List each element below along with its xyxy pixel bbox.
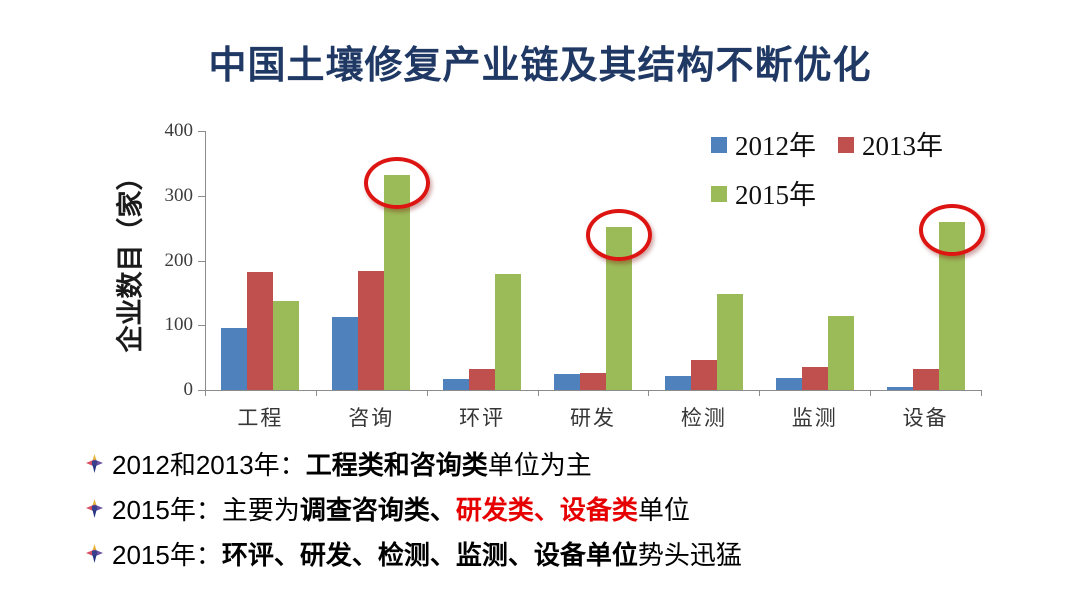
bar-工程-2015年	[273, 301, 300, 390]
legend-label: 2012年	[735, 131, 816, 161]
bar-环评-2015年	[495, 274, 522, 390]
x-tick	[759, 390, 761, 396]
page-title: 中国土壤修复产业链及其结构不断优化	[208, 45, 872, 87]
legend-swatch-2012年	[711, 136, 727, 153]
bullet-item: 2015年： 环评、研发、检测、监测、设备单位 势头迅猛	[86, 531, 742, 576]
y-axis-line	[205, 131, 206, 391]
y-tick	[198, 390, 205, 391]
bar-环评-2013年	[469, 369, 496, 390]
bar-咨询-2015年	[384, 175, 411, 390]
bullet-segment: 2015年：	[112, 540, 222, 570]
bar-工程-2012年	[221, 328, 248, 390]
bullet-segment: 环评、研发、检测、监测、设备单位	[221, 540, 638, 570]
highlight-circle-设备	[918, 204, 985, 257]
legend-swatch-2013年	[838, 136, 854, 153]
legend-label: 2015年	[735, 180, 816, 210]
bullet-segment: 2015年：主要为	[112, 495, 300, 525]
bullet-segment: 2012和2013年：	[112, 450, 306, 480]
bar-监测-2015年	[827, 316, 854, 390]
bullet-item: 2015年：主要为 调查咨询类、 研发类、设备类 单位	[86, 486, 742, 531]
legend-swatch-2015年	[711, 185, 727, 202]
bar-咨询-2012年	[332, 316, 359, 390]
highlight-circle-研发	[586, 209, 652, 262]
bullet-segment: 调查咨询类、	[299, 495, 456, 525]
bar-监测-2012年	[775, 378, 802, 390]
legend-item-2015年: 2015年	[711, 173, 816, 212]
bullet-list: 2012和2013年： 工程类和咨询类 单位为主 2015年：主要为 调查咨询类、 研发类…	[86, 441, 742, 576]
y-tick	[198, 131, 205, 132]
x-tick	[981, 390, 982, 396]
y-tick-label: 100	[164, 314, 194, 336]
y-tick	[198, 260, 205, 262]
bullet-segment: 单位为主	[487, 450, 592, 480]
star-bullet-icon	[86, 499, 103, 518]
y-tick-label: 0	[183, 379, 194, 400]
legend-row: 2015年	[711, 173, 943, 212]
x-tick	[426, 390, 428, 396]
x-category-label: 研发	[570, 407, 616, 430]
bullet-item: 2012和2013年： 工程类和咨询类 单位为主	[86, 441, 742, 486]
bar-咨询-2013年	[358, 270, 385, 390]
legend-row: 2012年 2013年	[711, 124, 943, 163]
x-category-label: 环评	[459, 407, 506, 430]
chart-legend: 2012年 2013年 2015年	[711, 124, 943, 212]
bar-监测-2013年	[801, 366, 828, 390]
bar-设备-2012年	[886, 386, 913, 390]
bar-设备-2013年	[912, 369, 939, 390]
bar-工程-2013年	[247, 272, 274, 390]
y-tick-label: 200	[164, 249, 194, 271]
x-category-label: 工程	[237, 407, 284, 430]
y-tick-label: 400	[164, 120, 194, 141]
x-tick	[537, 390, 539, 396]
bar-检测-2015年	[716, 294, 743, 390]
x-category-label: 检测	[680, 407, 727, 430]
x-tick	[205, 390, 206, 396]
bar-研发-2012年	[554, 373, 580, 390]
y-tick	[198, 325, 205, 327]
legend-item-2013年: 2013年	[838, 124, 943, 163]
x-tick	[315, 390, 317, 396]
x-tick	[870, 390, 872, 396]
bullet-segment: 工程类和咨询类	[305, 450, 488, 480]
highlight-circle-咨询	[364, 157, 431, 210]
y-tick	[198, 195, 205, 197]
star-bullet-icon	[86, 544, 103, 563]
star-bullet-icon	[86, 454, 103, 473]
x-category-label: 监测	[791, 407, 838, 430]
bullet-segment: 势头迅猛	[637, 540, 742, 570]
bar-环评-2012年	[443, 378, 470, 390]
bar-检测-2013年	[690, 359, 717, 390]
bullet-segment: 研发类、设备类	[455, 495, 638, 525]
x-category-label: 咨询	[348, 407, 395, 430]
x-category-label: 设备	[902, 407, 949, 430]
bullet-segment: 单位	[637, 495, 690, 525]
y-tick-label: 300	[164, 184, 194, 206]
legend-label: 2013年	[862, 131, 943, 161]
bar-检测-2012年	[664, 375, 691, 390]
x-axis-line	[205, 390, 982, 391]
bar-研发-2013年	[580, 372, 606, 390]
legend-item-2012年: 2012年	[711, 124, 816, 163]
x-tick	[648, 390, 650, 396]
